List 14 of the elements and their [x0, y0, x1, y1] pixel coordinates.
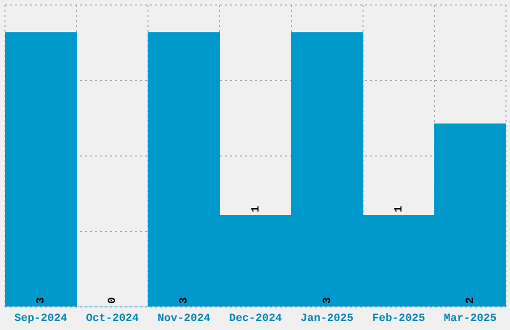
data-label: 3 — [36, 296, 48, 304]
data-label: 3 — [322, 296, 334, 304]
x-tick-label: Oct-2024 — [86, 313, 140, 326]
x-tick-label: Nov-2024 — [158, 313, 211, 326]
data-label: 1 — [250, 205, 262, 212]
data-label: 0 — [107, 297, 120, 304]
x-tick-label: Mar-2025 — [444, 313, 498, 326]
data-label: 3 — [178, 296, 191, 304]
data-label: 2 — [464, 297, 477, 304]
x-tick-label: Feb-2025 — [372, 313, 426, 326]
x-tick-label: Dec-2024 — [229, 313, 282, 326]
data-label: 1 — [393, 205, 406, 212]
x-tick-label: Jan-2025 — [300, 313, 354, 326]
x-tick-label: Sep-2024 — [14, 313, 68, 326]
